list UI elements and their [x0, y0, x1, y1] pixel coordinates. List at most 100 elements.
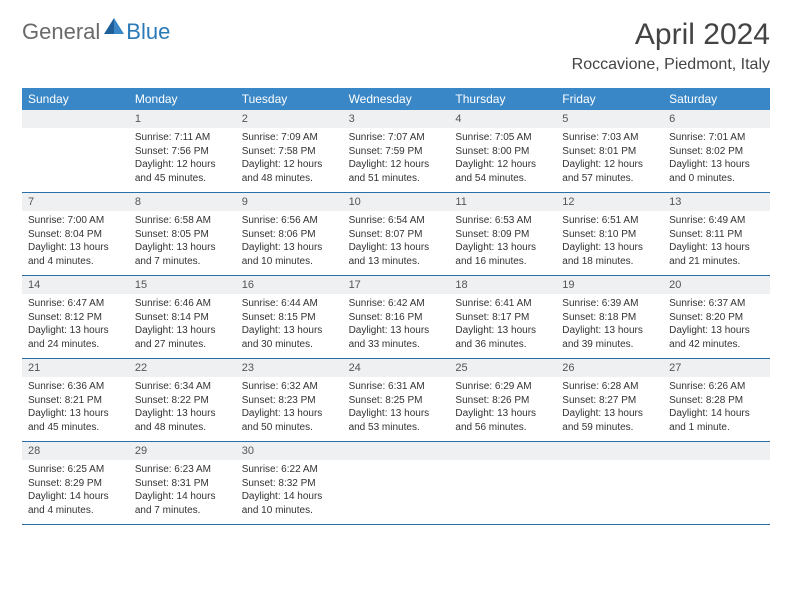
sunset-text: Sunset: 7:58 PM [242, 145, 337, 159]
sunset-text: Sunset: 8:00 PM [455, 145, 550, 159]
logo: General Blue [22, 18, 170, 45]
sunrise-text: Sunrise: 6:26 AM [669, 380, 764, 394]
sunset-text: Sunset: 8:06 PM [242, 228, 337, 242]
daylight-text: Daylight: 13 hours and 16 minutes. [455, 241, 550, 268]
sunset-text: Sunset: 8:27 PM [562, 394, 657, 408]
day-body: Sunrise: 6:51 AMSunset: 8:10 PMDaylight:… [556, 211, 663, 272]
daylight-text: Daylight: 13 hours and 21 minutes. [669, 241, 764, 268]
daylight-text: Daylight: 13 hours and 53 minutes. [349, 407, 444, 434]
weekday-header: Tuesday [236, 88, 343, 110]
sunrise-text: Sunrise: 6:32 AM [242, 380, 337, 394]
sunrise-text: Sunrise: 6:41 AM [455, 297, 550, 311]
day-cell: 9Sunrise: 6:56 AMSunset: 8:06 PMDaylight… [236, 193, 343, 275]
day-body: Sunrise: 6:31 AMSunset: 8:25 PMDaylight:… [343, 377, 450, 438]
sunrise-text: Sunrise: 6:46 AM [135, 297, 230, 311]
day-number: 27 [663, 359, 770, 377]
daylight-text: Daylight: 12 hours and 54 minutes. [455, 158, 550, 185]
day-body: Sunrise: 6:42 AMSunset: 8:16 PMDaylight:… [343, 294, 450, 355]
daylight-text: Daylight: 14 hours and 7 minutes. [135, 490, 230, 517]
day-number [22, 110, 129, 128]
day-number [449, 442, 556, 460]
daylight-text: Daylight: 13 hours and 0 minutes. [669, 158, 764, 185]
day-number: 20 [663, 276, 770, 294]
daylight-text: Daylight: 13 hours and 13 minutes. [349, 241, 444, 268]
day-cell: 13Sunrise: 6:49 AMSunset: 8:11 PMDayligh… [663, 193, 770, 275]
day-cell: 19 Sunrise: 6:39 AMSunset: 8:18 PMDayligh… [556, 276, 663, 358]
sunrise-text: Sunrise: 6:36 AM [28, 380, 123, 394]
daylight-text: Daylight: 13 hours and 39 minutes. [562, 324, 657, 351]
sunset-text: Sunset: 8:16 PM [349, 311, 444, 325]
sunset-text: Sunset: 8:01 PM [562, 145, 657, 159]
day-number: 26 [556, 359, 663, 377]
sunrise-text: Sunrise: 6:39 AM [562, 297, 657, 311]
sunrise-text: Sunrise: 6:44 AM [242, 297, 337, 311]
weekday-header: Thursday [449, 88, 556, 110]
day-body: Sunrise: 6:41 AMSunset: 8:17 PMDaylight:… [449, 294, 556, 355]
title-block: April 2024 Roccavione, Piedmont, Italy [572, 18, 770, 74]
sunrise-text: Sunrise: 7:07 AM [349, 131, 444, 145]
day-number: 2 [236, 110, 343, 128]
daylight-text: Daylight: 13 hours and 50 minutes. [242, 407, 337, 434]
daylight-text: Daylight: 14 hours and 4 minutes. [28, 490, 123, 517]
day-number: 4 [449, 110, 556, 128]
day-body: Sunrise: 7:09 AMSunset: 7:58 PMDaylight:… [236, 128, 343, 189]
week-row: 28Sunrise: 6:25 AMSunset: 8:29 PMDayligh… [22, 442, 770, 525]
day-number: 1 [129, 110, 236, 128]
sunset-text: Sunset: 8:18 PM [562, 311, 657, 325]
day-cell: 20Sunrise: 6:37 AMSunset: 8:20 PMDayligh… [663, 276, 770, 358]
day-cell: 26Sunrise: 6:28 AMSunset: 8:27 PMDayligh… [556, 359, 663, 441]
day-number: 8 [129, 193, 236, 211]
sunset-text: Sunset: 8:02 PM [669, 145, 764, 159]
day-cell: 16Sunrise: 6:44 AMSunset: 8:15 PMDayligh… [236, 276, 343, 358]
sunrise-text: Sunrise: 6:34 AM [135, 380, 230, 394]
sunrise-text: Sunrise: 7:01 AM [669, 131, 764, 145]
day-number: 21 [22, 359, 129, 377]
day-number: 11 [449, 193, 556, 211]
logo-text-general: General [22, 19, 100, 45]
day-body: Sunrise: 7:00 AMSunset: 8:04 PMDaylight:… [22, 211, 129, 272]
day-cell: 18Sunrise: 6:41 AMSunset: 8:17 PMDayligh… [449, 276, 556, 358]
daylight-text: Daylight: 13 hours and 10 minutes. [242, 241, 337, 268]
day-number: 12 [556, 193, 663, 211]
daylight-text: Daylight: 13 hours and 30 minutes. [242, 324, 337, 351]
day-cell [22, 110, 129, 192]
daylight-text: Daylight: 13 hours and 36 minutes. [455, 324, 550, 351]
day-number: 3 [343, 110, 450, 128]
sunset-text: Sunset: 8:05 PM [135, 228, 230, 242]
sunrise-text: Sunrise: 6:49 AM [669, 214, 764, 228]
day-body: Sunrise: 6:53 AMSunset: 8:09 PMDaylight:… [449, 211, 556, 272]
sunset-text: Sunset: 8:17 PM [455, 311, 550, 325]
sunset-text: Sunset: 7:59 PM [349, 145, 444, 159]
day-body: Sunrise: 7:03 AMSunset: 8:01 PMDaylight:… [556, 128, 663, 189]
daylight-text: Daylight: 12 hours and 48 minutes. [242, 158, 337, 185]
daylight-text: Daylight: 13 hours and 56 minutes. [455, 407, 550, 434]
logo-text-blue: Blue [126, 19, 170, 45]
sunrise-text: Sunrise: 7:09 AM [242, 131, 337, 145]
day-cell: 12Sunrise: 6:51 AMSunset: 8:10 PMDayligh… [556, 193, 663, 275]
week-row: 21 Sunrise: 6:36 AMSunset: 8:21 PM Dayligh… [22, 359, 770, 442]
sunrise-text: Sunrise: 7:11 AM [135, 131, 230, 145]
day-number: 19 [556, 276, 663, 294]
day-number [663, 442, 770, 460]
daylight-text: Daylight: 13 hours and 42 minutes. [669, 324, 764, 351]
day-body: Sunrise: 6:34 AMSunset: 8:22 PMDaylight:… [129, 377, 236, 438]
day-body: Sunrise: 6:23 AMSunset: 8:31 PMDaylight:… [129, 460, 236, 521]
sunset-text: Sunset: 8:21 PM [28, 394, 123, 408]
day-cell: 28Sunrise: 6:25 AMSunset: 8:29 PMDayligh… [22, 442, 129, 524]
day-cell: 24Sunrise: 6:31 AMSunset: 8:25 PMDayligh… [343, 359, 450, 441]
day-number: 6 [663, 110, 770, 128]
sunset-text: Sunset: 8:22 PM [135, 394, 230, 408]
daylight-text: Daylight: 13 hours and 27 minutes. [135, 324, 230, 351]
day-number: 15 [129, 276, 236, 294]
day-cell: 14Sunrise: 6:47 AMSunset: 8:12 PMDayligh… [22, 276, 129, 358]
day-cell: 4Sunrise: 7:05 AMSunset: 8:00 PMDaylight… [449, 110, 556, 192]
weekday-header: Monday [129, 88, 236, 110]
sunset-text: Sunset: 8:07 PM [349, 228, 444, 242]
day-cell [343, 442, 450, 524]
sunrise-text: Sunrise: 6:47 AM [28, 297, 123, 311]
day-number: 25 [449, 359, 556, 377]
sunrise-text: Sunrise: 6:54 AM [349, 214, 444, 228]
sunset-text: Sunset: 8:10 PM [562, 228, 657, 242]
day-body: Sunrise: 6:49 AMSunset: 8:11 PMDaylight:… [663, 211, 770, 272]
day-cell: 29Sunrise: 6:23 AMSunset: 8:31 PMDayligh… [129, 442, 236, 524]
